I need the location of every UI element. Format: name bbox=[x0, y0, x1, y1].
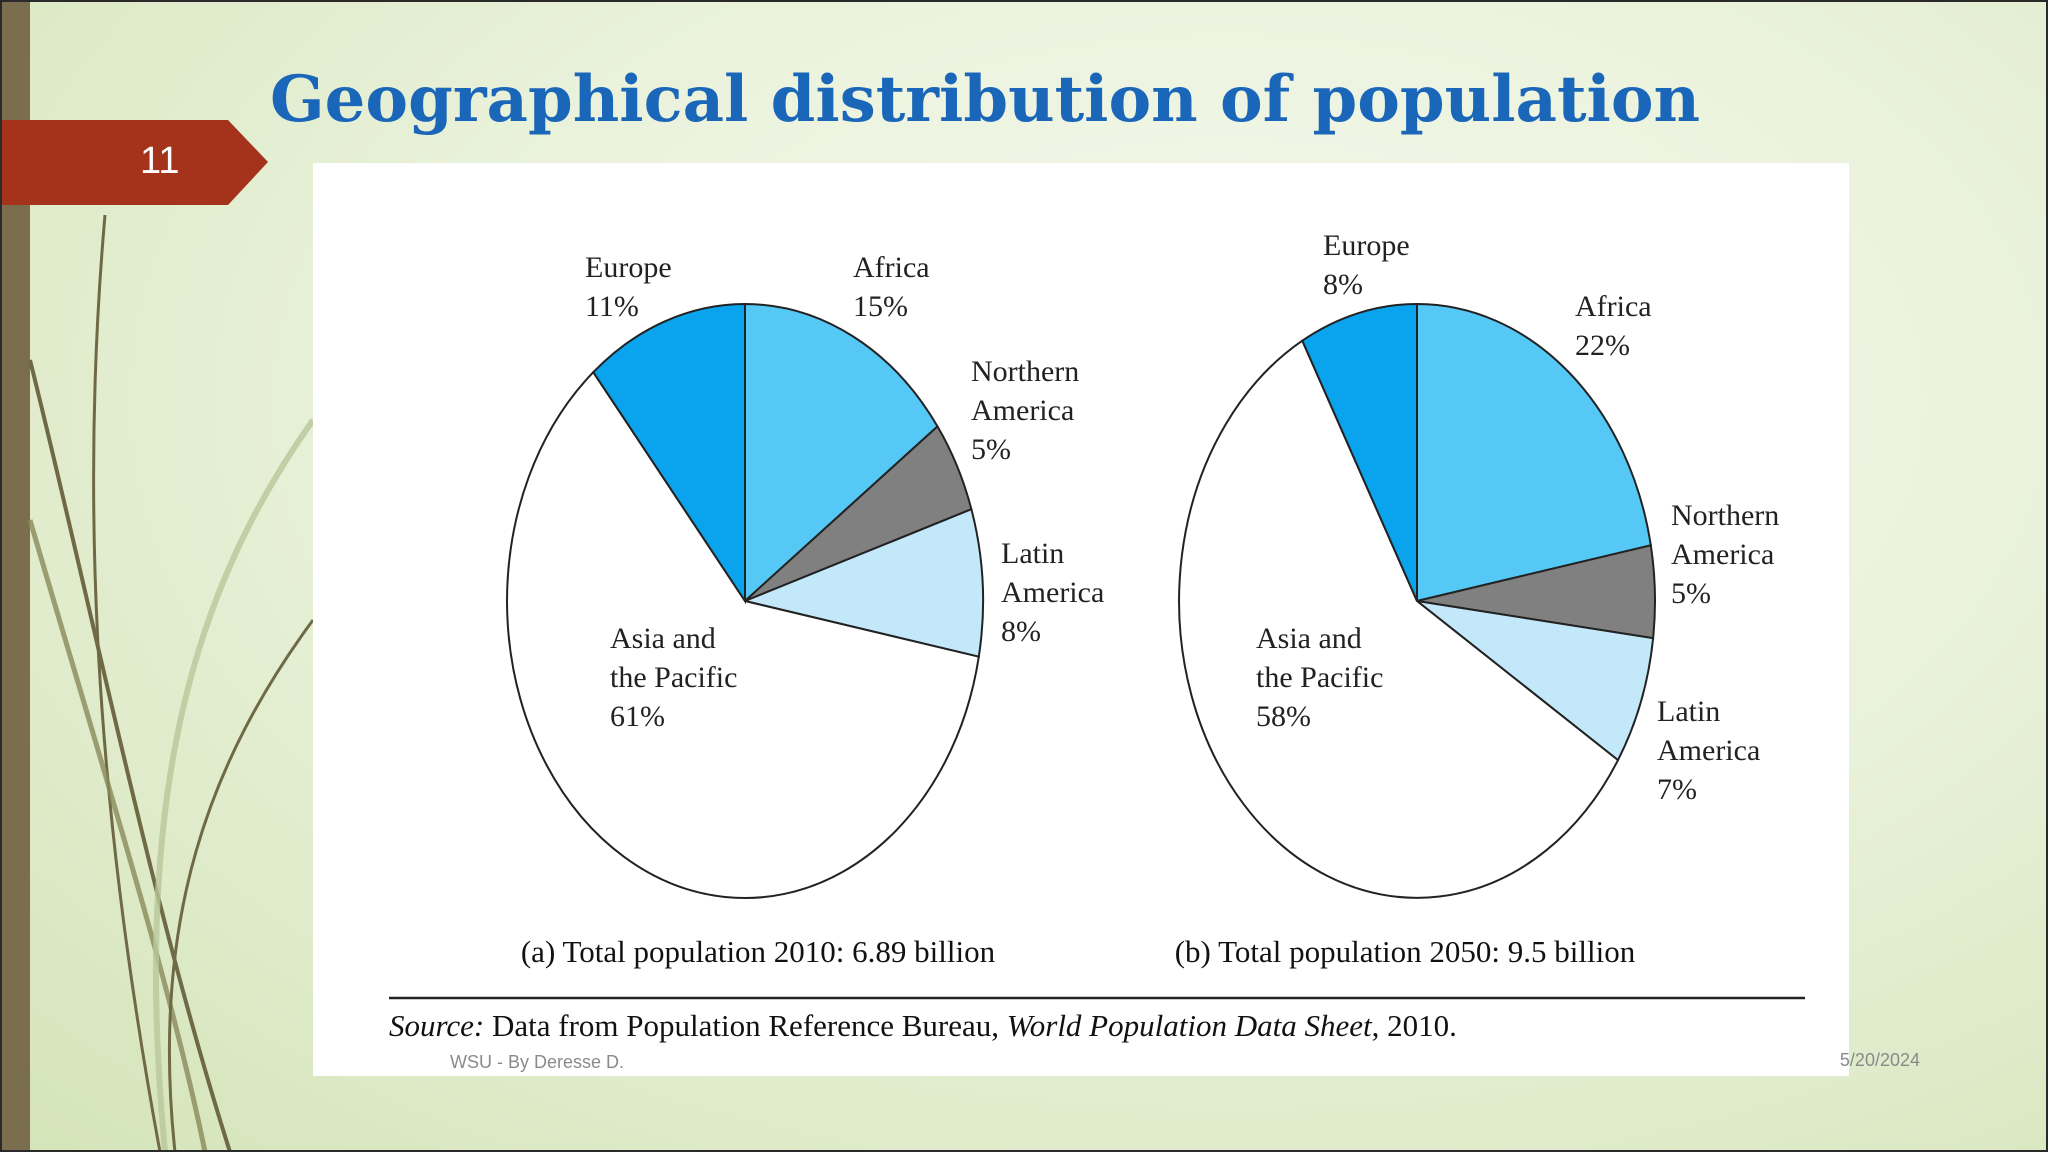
slice-label-asia-and-the-pacific: Asia and the Pacific 58% bbox=[1256, 622, 1383, 733]
pie-slice-europe bbox=[592, 302, 746, 605]
slice-label-africa: Africa 22% bbox=[1575, 290, 1652, 362]
chart-caption: (b) Total population 2050: 9.5 billion bbox=[1175, 934, 1636, 969]
slice-label-northern-america: Northern America 5% bbox=[1671, 499, 1779, 610]
pie-charts-svg: Africa 15% Northern America 5% Latin America 8%… bbox=[389, 229, 1805, 1043]
pie-slice-asia-and-the-pacific bbox=[1178, 339, 1620, 899]
slice-label-northern-america: Northern America 5% bbox=[971, 355, 1079, 466]
slide-number: 11 bbox=[140, 140, 180, 182]
pie-slice-asia-and-the-pacific bbox=[506, 370, 980, 900]
chart-caption: (a) Total population 2010: 6.89 billion bbox=[521, 934, 996, 969]
slice-label-latin-america: Latin America 8% bbox=[1001, 537, 1104, 648]
slice-label-latin-america: Latin America 7% bbox=[1657, 695, 1760, 806]
source-note: Source: Data from Population Reference B… bbox=[389, 1008, 1457, 1043]
pie-chart-figure: Africa 15% Northern America 5% Latin America 8%… bbox=[313, 163, 1849, 1076]
slide-number-tag bbox=[0, 120, 268, 205]
footer-author: WSU - By Deresse D. bbox=[450, 1052, 625, 1072]
slice-label-africa: Africa 15% bbox=[853, 251, 930, 323]
pie-slice-latin-america bbox=[741, 507, 985, 658]
slice-label-europe: Europe 8% bbox=[1323, 229, 1410, 301]
pie-slice-africa bbox=[744, 302, 939, 604]
pie-chart-2010: Africa 15% Northern America 5% Latin America 8%… bbox=[506, 251, 1104, 969]
footer-date: 5/20/2024 bbox=[1839, 1050, 1920, 1070]
decorative-grass-lines bbox=[27, 214, 316, 1152]
pie-slice-africa bbox=[1416, 302, 1652, 603]
pie-chart-2050: Africa 22% Northern America 5% Latin America 7%… bbox=[1175, 229, 1780, 969]
pie-slice-europe bbox=[1301, 302, 1418, 602]
slice-label-asia-and-the-pacific: Asia and the Pacific 61% bbox=[610, 622, 737, 733]
slice-label-europe: Europe 11% bbox=[585, 251, 672, 323]
pie-slice-latin-america bbox=[1413, 599, 1655, 762]
slide-title: Geographical distribution of population bbox=[270, 62, 1701, 137]
